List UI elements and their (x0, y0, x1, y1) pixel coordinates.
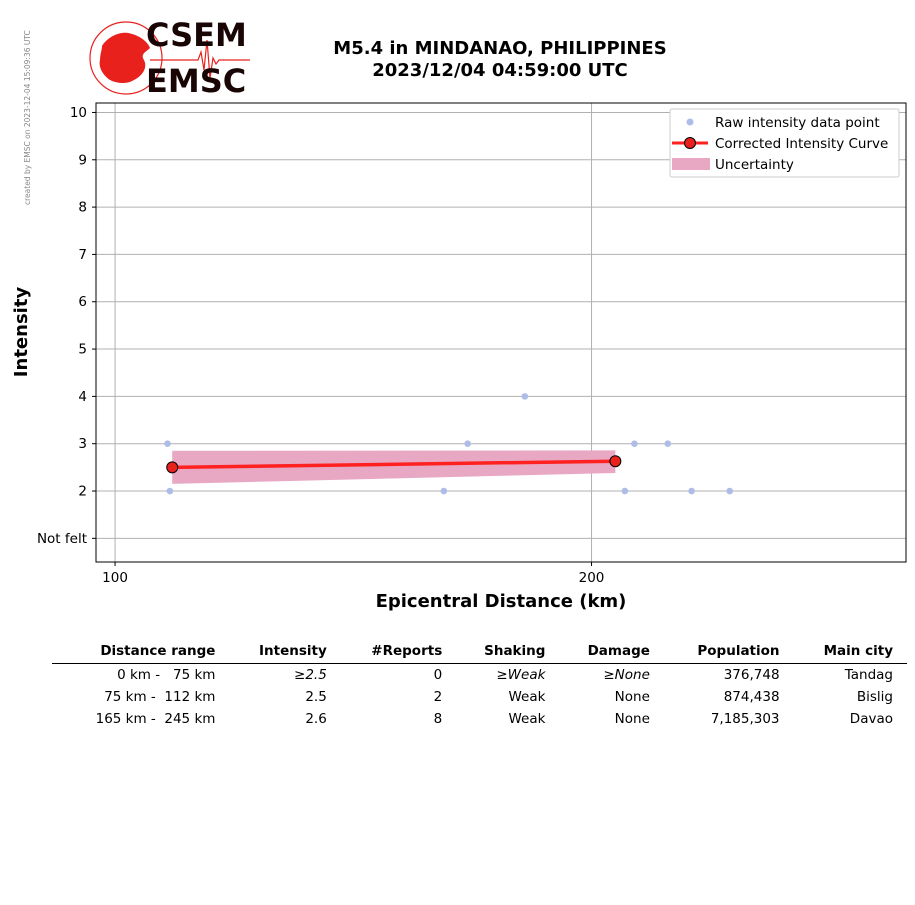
uncertainty-band (172, 450, 616, 484)
raw-data-point (521, 393, 529, 400)
page-title: M5.4 in MINDANAO, PHILIPPINES 2023/12/04… (300, 38, 700, 82)
intensity-chart: Not felt 2 3 4 5 6 7 8 9 10 100 200 Epicentral Dist… (11, 102, 907, 612)
cell-population: 874,438 (723, 689, 780, 705)
raw-data-point (464, 440, 471, 448)
y-tick-label: 6 (78, 294, 87, 310)
emsc-logo: CSEM EMSC (89, 18, 250, 98)
x-axis-label: Epicentral Distance (km) (376, 591, 627, 612)
cell-intensity: 2.6 (305, 711, 327, 727)
col-shaking: Shaking (456, 640, 560, 664)
y-tick-label: Not felt (37, 531, 87, 547)
cell-damage: None (614, 689, 650, 705)
logo-csem-text: CSEM (146, 18, 247, 54)
col-damage: Damage (559, 640, 664, 664)
raw-data-point (631, 440, 638, 448)
table-row: 75 km - 112 km 2.5 2 Weak None 874,438 B… (52, 686, 907, 708)
y-tick-label: 2 (78, 484, 87, 500)
raw-data-point (621, 487, 629, 495)
raw-data-point (688, 487, 695, 495)
raw-data-point (440, 487, 448, 495)
legend-raw-marker (686, 118, 694, 126)
cell-damage: None (614, 711, 650, 727)
tick-layer: Not felt 2 3 4 5 6 7 8 9 10 100 200 (37, 105, 604, 586)
cell-shaking: Weak (508, 711, 546, 727)
legend: Raw intensity data point Corrected Inten… (669, 108, 900, 178)
col-population: Population (663, 640, 794, 664)
legend-uncertainty-label: Uncertainty (715, 157, 794, 173)
legend-curve-marker (684, 137, 696, 149)
legend-uncertainty-swatch (672, 158, 710, 170)
raw-data-point (166, 487, 174, 495)
col-reports: #Reports (340, 640, 457, 664)
table-row: 165 km - 245 km 2.6 8 Weak None 7,185,30… (52, 708, 907, 730)
y-axis-label: Intensity (11, 287, 32, 378)
cell-distance: 75 km - 112 km (104, 689, 216, 705)
cell-reports: 0 (433, 667, 443, 683)
uncertainty-layer (172, 450, 616, 484)
cell-city: Davao (849, 711, 893, 727)
legend-raw-label: Raw intensity data point (715, 115, 880, 131)
cell-damage: ≥None (603, 667, 650, 683)
y-tick-label: 10 (70, 105, 87, 121)
title-line-1: M5.4 in MINDANAO, PHILIPPINES (333, 38, 667, 59)
col-intensity: Intensity (229, 640, 341, 664)
cell-shaking: Weak (508, 689, 546, 705)
cell-distance: 165 km - 245 km (95, 711, 216, 727)
corrected-curve-marker (609, 455, 622, 468)
col-main-city: Main city (793, 640, 907, 664)
legend-frame (669, 108, 900, 178)
table-header-row: Distance range Intensity #Reports Shakin… (52, 640, 907, 664)
table-row: 0 km - 75 km ≥2.5 0 ≥Weak ≥None 376,748 … (52, 664, 907, 687)
logo-emsc-text: EMSC (146, 62, 246, 98)
plot-frame (95, 102, 907, 563)
x-tick-label: 100 (102, 570, 128, 586)
cell-intensity: 2.5 (305, 689, 327, 705)
x-tick-label: 200 (579, 570, 605, 586)
y-tick-label: 7 (78, 247, 87, 263)
cell-distance: 0 km - 75 km (117, 667, 216, 683)
cell-population: 376,748 (723, 667, 780, 683)
logo-globe-ring (89, 21, 163, 95)
corrected-curve-marker (166, 461, 179, 474)
y-tick-label: 8 (78, 200, 87, 216)
raw-data-point (164, 440, 171, 448)
logo-globe-continents (99, 32, 150, 83)
cell-city: Bislig (856, 689, 893, 705)
intensity-table: Distance range Intensity #Reports Shakin… (52, 640, 907, 730)
corrected-curve-line (172, 459, 616, 470)
y-tick-label: 9 (78, 152, 87, 168)
cell-reports: 8 (433, 711, 443, 727)
raw-data-point (726, 487, 734, 495)
col-distance-range: Distance range (52, 640, 230, 664)
title-line-2: 2023/12/04 04:59:00 UTC (372, 60, 628, 81)
logo-seismo-trace (150, 39, 250, 79)
raw-points-layer (164, 393, 734, 495)
cell-city: Tandag (844, 667, 893, 683)
y-tick-label: 4 (78, 389, 87, 405)
cell-intensity: ≥2.5 (294, 667, 327, 683)
y-tick-label: 3 (78, 436, 87, 452)
y-tick-label: 5 (78, 342, 87, 358)
raw-data-point (664, 440, 672, 448)
legend-curve-label: Corrected Intensity Curve (715, 136, 888, 152)
curve-layer (166, 455, 622, 474)
cell-population: 7,185,303 (710, 711, 780, 727)
cell-reports: 2 (433, 689, 443, 705)
cell-shaking: ≥Weak (496, 667, 546, 683)
